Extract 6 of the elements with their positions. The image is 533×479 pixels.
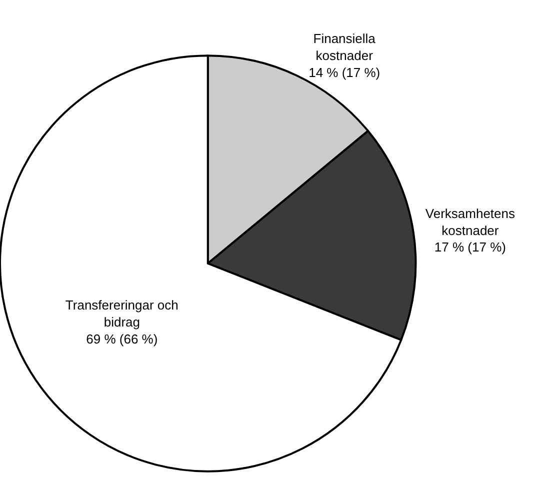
data-label: 17 % (17 %) — [434, 240, 506, 255]
slice-label: Finansiella kostnader — [313, 30, 376, 63]
data-label: 14 % (17 %) — [308, 64, 380, 80]
data-label: 69 % (66 %) — [86, 331, 158, 346]
slice-label: Transfereringar och bidrag — [65, 297, 178, 330]
slice-label: Verksamhetens kostnader — [425, 206, 516, 238]
